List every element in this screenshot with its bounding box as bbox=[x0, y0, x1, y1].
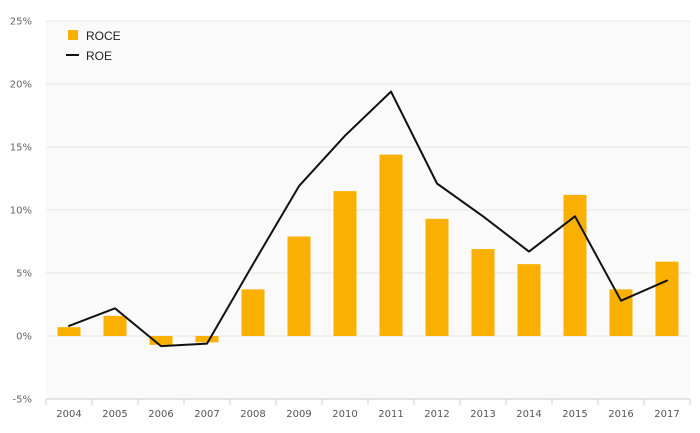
roe-line-layer bbox=[68, 90, 668, 348]
y-tick-label: 10% bbox=[10, 206, 32, 217]
roce-bar bbox=[609, 289, 633, 336]
x-tick-label: 2006 bbox=[148, 409, 173, 420]
y-tick-label: 20% bbox=[10, 80, 32, 91]
x-tick-label: 2008 bbox=[240, 409, 265, 420]
roce-bar bbox=[379, 154, 403, 336]
x-tick-label: 2015 bbox=[562, 409, 587, 420]
x-axis: 2004 2005 2006 2007 2008 2009 2010 2011 2012 2013… bbox=[45, 398, 691, 420]
roce-bar bbox=[195, 336, 219, 343]
roce-bar bbox=[103, 315, 127, 336]
x-tick-label: 2007 bbox=[194, 409, 219, 420]
x-tick-label: 2013 bbox=[470, 409, 495, 420]
x-tick-label: 2009 bbox=[286, 409, 311, 420]
legend-roce-label: ROCE bbox=[86, 29, 121, 43]
x-tick-label: 2014 bbox=[516, 409, 541, 420]
roce-bar bbox=[149, 336, 173, 345]
roce-bar bbox=[517, 264, 541, 336]
x-tick-label: 2011 bbox=[378, 409, 403, 420]
legend: ROCE ROE bbox=[66, 29, 121, 63]
legend-roe-label: ROE bbox=[86, 49, 112, 63]
x-tick-label: 2017 bbox=[654, 409, 679, 420]
roce-bar bbox=[471, 249, 495, 336]
x-tick-label: 2010 bbox=[332, 409, 357, 420]
roce-bar bbox=[655, 261, 679, 336]
x-tick-label: 2016 bbox=[608, 409, 633, 420]
x-tick-label: 2005 bbox=[102, 409, 127, 420]
legend-roce-swatch bbox=[68, 30, 78, 40]
y-tick-label: 5% bbox=[16, 269, 32, 280]
y-axis-ticks: -5% 0% 5% 10% 15% 20% 25% bbox=[10, 17, 32, 406]
roe-line bbox=[68, 90, 668, 348]
roce-bar bbox=[563, 194, 587, 336]
roce-bar bbox=[241, 289, 265, 336]
x-tick-label: 2004 bbox=[56, 409, 81, 420]
y-tick-label: 15% bbox=[10, 143, 32, 154]
roce-bar bbox=[57, 327, 81, 336]
y-tick-label: 25% bbox=[10, 17, 32, 28]
roce-bar bbox=[425, 218, 449, 336]
roce-bar bbox=[333, 191, 357, 336]
roce-bar bbox=[287, 236, 311, 336]
x-tick-label: 2012 bbox=[424, 409, 449, 420]
roce-bars bbox=[57, 154, 679, 345]
y-tick-label: -5% bbox=[13, 395, 32, 406]
y-tick-label: 0% bbox=[16, 332, 32, 343]
